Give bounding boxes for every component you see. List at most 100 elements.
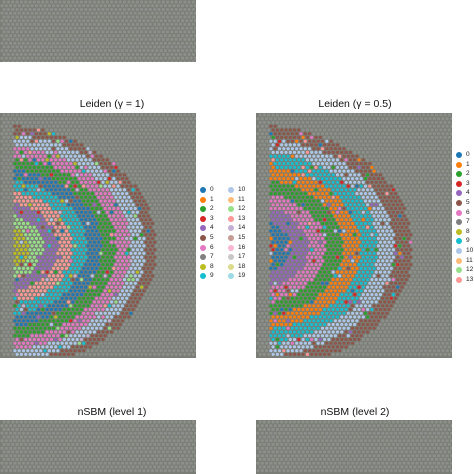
spot (110, 285, 114, 289)
spot (67, 128, 71, 132)
spot (131, 255, 135, 259)
spot (191, 330, 195, 334)
spot (131, 22, 135, 26)
spot (15, 113, 19, 117)
spot (260, 206, 264, 211)
spot (131, 300, 135, 304)
spot (101, 22, 105, 26)
spot (335, 158, 340, 162)
spot (163, 274, 167, 278)
spot (135, 60, 139, 62)
spot (73, 11, 77, 15)
spot (4, 117, 8, 121)
spot (140, 52, 144, 57)
spot (99, 289, 103, 293)
spot (157, 180, 161, 184)
spot (110, 120, 114, 125)
spot (114, 307, 118, 312)
spot (103, 34, 107, 38)
spot (118, 120, 122, 125)
spot (389, 162, 393, 166)
spot (140, 195, 144, 199)
spot (161, 45, 165, 49)
spot (181, 221, 185, 226)
spot (327, 143, 331, 147)
spot (79, 307, 84, 312)
spot (79, 218, 84, 222)
spot (168, 274, 172, 278)
spot (277, 147, 282, 151)
spot (176, 319, 180, 323)
spot (426, 150, 430, 154)
spot (92, 150, 96, 154)
spot (127, 225, 131, 229)
spot (172, 139, 176, 143)
spot (168, 26, 172, 30)
spot (32, 300, 36, 304)
legend-swatch (200, 244, 206, 251)
spot (28, 188, 32, 192)
spot (9, 11, 13, 15)
spot (77, 169, 81, 173)
spot (43, 349, 47, 353)
spot (193, 206, 196, 211)
spot (155, 214, 159, 218)
spot (71, 180, 75, 184)
spot (301, 113, 305, 117)
spot (92, 143, 96, 147)
spot (39, 334, 43, 338)
spot (62, 150, 66, 154)
spot (178, 143, 183, 147)
spot (299, 147, 303, 151)
spot (58, 45, 62, 49)
spot (56, 162, 60, 166)
spot (11, 128, 15, 132)
spot (11, 285, 15, 289)
spot (297, 210, 301, 214)
spot (52, 266, 56, 270)
spot (129, 19, 133, 23)
spot (107, 236, 112, 241)
spot (112, 34, 116, 38)
spot (56, 274, 60, 278)
spot (45, 128, 49, 132)
spot (90, 334, 94, 338)
spot (267, 143, 271, 147)
spot (402, 117, 406, 121)
spot (359, 132, 363, 136)
spot (148, 285, 152, 289)
spot (0, 229, 4, 233)
spot (52, 274, 56, 278)
spot (275, 195, 279, 199)
spot (411, 192, 415, 196)
spot (329, 139, 333, 143)
spot (163, 154, 167, 158)
spot (84, 345, 88, 349)
spot (19, 218, 23, 222)
spot (159, 162, 163, 166)
spot (146, 274, 150, 278)
spot (125, 221, 129, 226)
spot (30, 311, 34, 315)
spot (344, 143, 348, 147)
spot (28, 128, 32, 132)
spot (338, 169, 342, 173)
spot (77, 26, 81, 30)
spot (381, 132, 385, 136)
spot (41, 15, 45, 19)
spot (9, 147, 13, 151)
spot (32, 352, 36, 356)
spot (316, 139, 320, 143)
spot (153, 37, 157, 42)
spot (71, 135, 75, 139)
spot (409, 135, 413, 139)
spot (41, 352, 45, 356)
spot (363, 154, 368, 158)
spot (26, 147, 30, 151)
spot (142, 124, 146, 128)
spot (166, 307, 170, 312)
spot (0, 251, 4, 255)
spot (170, 135, 174, 139)
spot (4, 132, 8, 136)
spot (99, 236, 103, 241)
